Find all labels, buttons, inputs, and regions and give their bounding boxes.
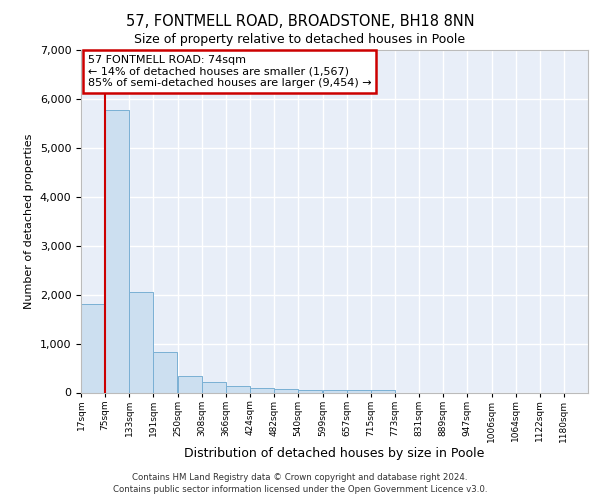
Bar — [81, 304, 105, 392]
Text: 57, FONTMELL ROAD, BROADSTONE, BH18 8NN: 57, FONTMELL ROAD, BROADSTONE, BH18 8NN — [125, 14, 475, 29]
Text: 57 FONTMELL ROAD: 74sqm
← 14% of detached houses are smaller (1,567)
85% of semi: 57 FONTMELL ROAD: 74sqm ← 14% of detache… — [88, 55, 371, 88]
Bar — [154, 352, 177, 393]
Bar — [105, 110, 129, 393]
Bar — [323, 390, 347, 392]
Bar — [202, 382, 226, 392]
Bar — [347, 390, 371, 392]
Bar — [250, 388, 274, 392]
Y-axis label: Number of detached properties: Number of detached properties — [24, 134, 34, 309]
Bar — [226, 386, 250, 392]
Bar — [274, 389, 298, 392]
Bar — [371, 390, 395, 392]
Text: Contains HM Land Registry data © Crown copyright and database right 2024.
Contai: Contains HM Land Registry data © Crown c… — [113, 472, 487, 494]
Bar — [178, 376, 202, 392]
Text: Size of property relative to detached houses in Poole: Size of property relative to detached ho… — [134, 32, 466, 46]
Bar — [298, 390, 322, 392]
X-axis label: Distribution of detached houses by size in Poole: Distribution of detached houses by size … — [184, 447, 485, 460]
Bar — [130, 292, 153, 392]
